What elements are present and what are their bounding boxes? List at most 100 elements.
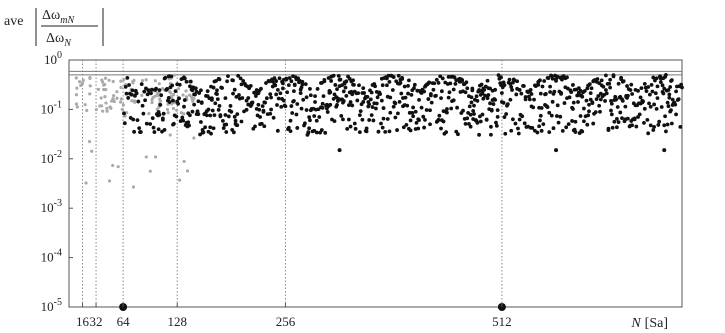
black-point — [279, 104, 284, 109]
black-point — [288, 118, 293, 123]
black-point — [532, 97, 536, 102]
y-label-numerator: ΔωmN — [42, 8, 75, 26]
black-point — [588, 91, 593, 96]
black-point — [475, 120, 480, 125]
black-point — [299, 85, 304, 90]
gray-point — [108, 105, 112, 109]
black-point — [529, 92, 534, 96]
black-point — [374, 101, 379, 106]
black-point — [397, 99, 402, 104]
black-point — [556, 120, 561, 125]
black-point — [451, 98, 456, 103]
black-point — [431, 87, 436, 92]
black-point — [217, 77, 222, 82]
black-point — [427, 80, 432, 85]
black-point — [629, 82, 634, 87]
black-point — [651, 128, 656, 132]
black-point — [261, 108, 266, 113]
black-point — [614, 116, 619, 121]
black-point — [448, 81, 453, 86]
black-point — [486, 93, 491, 97]
black-point — [193, 86, 198, 91]
black-point — [413, 109, 418, 114]
black-point — [642, 82, 647, 86]
black-point — [566, 122, 571, 127]
black-point — [554, 114, 559, 118]
black-point — [341, 89, 346, 94]
black-point — [355, 98, 360, 103]
black-point — [594, 97, 599, 101]
black-point — [549, 113, 554, 118]
black-point — [275, 128, 280, 133]
black-point — [496, 73, 501, 78]
black-point — [565, 75, 569, 80]
black-point — [203, 125, 208, 130]
black-point — [571, 100, 576, 105]
black-point — [470, 88, 475, 93]
black-point — [379, 121, 383, 126]
y-tick-label: 10-1 — [41, 99, 62, 116]
black-point — [152, 130, 157, 134]
y-tick-label: 10-4 — [41, 248, 62, 265]
gray-point — [148, 169, 152, 173]
black-point — [439, 89, 444, 94]
gray-point — [171, 106, 176, 111]
black-point — [484, 117, 489, 122]
black-point — [240, 96, 245, 100]
black-point — [131, 117, 136, 122]
black-point — [621, 79, 626, 84]
black-point — [580, 129, 585, 134]
gray-point — [191, 99, 195, 103]
black-point — [576, 100, 580, 104]
black-point — [232, 87, 237, 92]
black-point — [125, 75, 130, 80]
black-point — [338, 77, 343, 82]
black-point — [567, 95, 572, 100]
black-point — [612, 119, 617, 124]
black-point — [598, 109, 602, 114]
black-point — [446, 95, 451, 100]
black-point — [542, 79, 547, 83]
black-point — [475, 98, 480, 103]
black-point — [452, 75, 457, 80]
black-point — [281, 81, 285, 86]
black-point — [268, 92, 273, 97]
black-point — [352, 121, 357, 126]
black-point — [345, 126, 350, 131]
black-point — [144, 121, 149, 126]
gray-point — [131, 79, 135, 84]
gray-point — [74, 102, 79, 106]
black-point — [436, 117, 441, 122]
black-point — [456, 132, 460, 137]
black-point — [174, 114, 179, 119]
black-point — [292, 99, 296, 103]
gray-point — [175, 108, 179, 112]
black-point — [488, 101, 492, 106]
black-point — [410, 111, 415, 115]
black-point — [540, 84, 545, 89]
black-point — [199, 120, 203, 124]
black-point — [632, 117, 637, 122]
black-point — [281, 98, 286, 103]
black-point — [502, 83, 507, 88]
black-point — [548, 90, 552, 94]
black-point — [495, 108, 500, 113]
gray-point — [103, 95, 107, 99]
gray-point — [75, 86, 79, 90]
black-point — [647, 92, 652, 97]
black-point — [545, 105, 550, 110]
black-point — [644, 89, 649, 94]
black-point — [301, 97, 306, 102]
gray-point — [116, 165, 120, 169]
black-point — [468, 112, 473, 117]
gray-point — [105, 109, 109, 113]
y-label-prefix: ave — [4, 14, 23, 29]
gray-point — [112, 94, 116, 98]
black-point — [648, 104, 653, 109]
black-point — [648, 123, 653, 128]
black-point — [329, 79, 334, 83]
black-point — [150, 116, 155, 121]
black-point — [535, 130, 540, 135]
black-point — [331, 73, 336, 78]
